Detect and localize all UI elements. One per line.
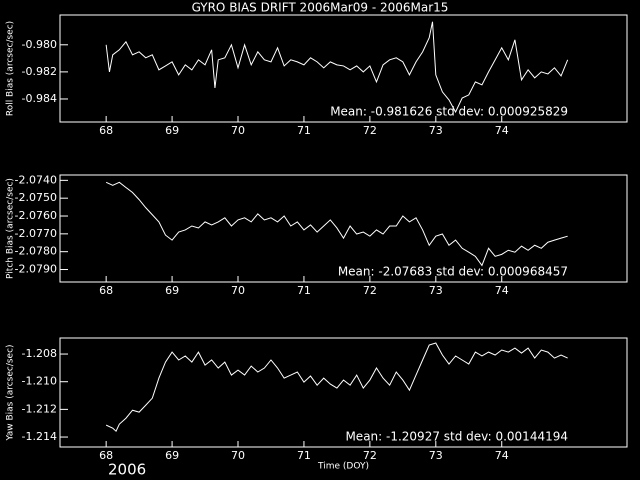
y-tick-label: -2.0780	[15, 245, 57, 258]
y-tick-label: -0.982	[22, 65, 57, 78]
x-tick-label: 73	[429, 124, 443, 137]
plot-frame	[59, 14, 628, 123]
x-tick-label: 70	[231, 449, 245, 462]
y-tick-label: -2.0790	[15, 263, 57, 276]
y-axis-label: Yaw Bias (arcsec/sec)	[6, 344, 16, 441]
y-tick-label: -1.210	[22, 375, 57, 388]
x-tick-label: 72	[363, 124, 377, 137]
plot-frame	[59, 337, 628, 448]
x-tick-label: 69	[165, 449, 179, 462]
y-tick-label: -2.0760	[15, 209, 57, 222]
data-line	[105, 342, 568, 433]
stats-annotation: Mean: -1.20927 std dev: 0.00144194	[345, 430, 568, 444]
y-tick-label: -1.214	[22, 430, 57, 443]
stats-annotation: Mean: -2.07683 std dev: 0.000968457	[338, 265, 568, 279]
y-tick-label: -0.980	[22, 38, 57, 51]
x-tick-label: 72	[363, 284, 377, 297]
x-tick-label: 68	[99, 284, 113, 297]
x-tick-label: 69	[165, 124, 179, 137]
x-tick-label: 71	[297, 124, 311, 137]
x-tick-label: 68	[99, 124, 113, 137]
y-tick-label: -1.212	[22, 402, 57, 415]
plot-frame	[59, 174, 628, 283]
chart-title: GYRO BIAS DRIFT 2006Mar09 - 2006Mar15	[192, 1, 449, 15]
x-tick-label: 72	[363, 449, 377, 462]
y-tick-label: -2.0750	[15, 191, 57, 204]
x-tick-label: 68	[99, 449, 113, 462]
data-line	[105, 21, 569, 114]
x-tick-label: 70	[231, 284, 245, 297]
x-tick-label: 69	[165, 284, 179, 297]
y-tick-label: -2.0770	[15, 227, 57, 240]
x-axis-label: Time (DOY)	[317, 462, 369, 472]
y-tick-label: -1.208	[22, 347, 57, 360]
y-axis-label: Pitch Bias (arcsec/sec)	[6, 178, 16, 279]
footer-year: 2006	[108, 461, 146, 479]
x-tick-label: 73	[429, 284, 443, 297]
stats-annotation: Mean: -0.981626 std dev: 0.000925829	[330, 105, 568, 119]
x-tick-label: 74	[495, 449, 509, 462]
x-tick-label: 71	[297, 284, 311, 297]
data-line	[105, 181, 568, 267]
x-tick-label: 71	[297, 449, 311, 462]
x-tick-label: 74	[495, 284, 509, 297]
y-tick-label: -2.0740	[15, 173, 57, 186]
x-tick-label: 74	[495, 124, 509, 137]
x-tick-label: 70	[231, 124, 245, 137]
y-tick-label: -0.984	[22, 92, 57, 105]
y-axis-label: Roll Bias (arcsec/sec)	[6, 21, 16, 116]
x-tick-label: 73	[429, 449, 443, 462]
